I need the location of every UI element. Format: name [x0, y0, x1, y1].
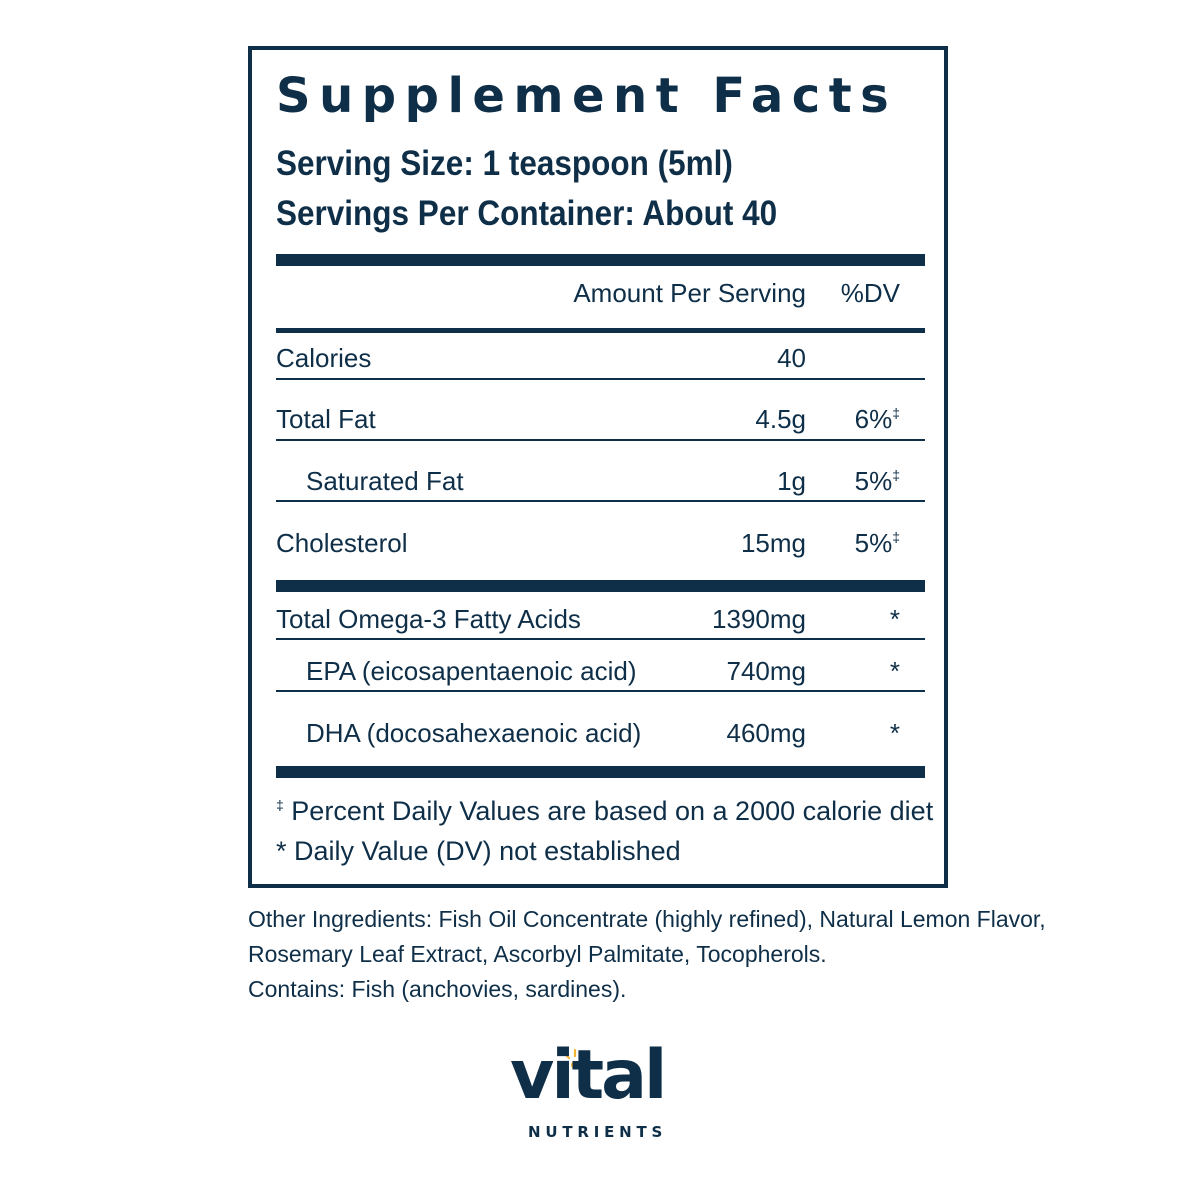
dv-value: 6%	[854, 404, 893, 434]
row-amount-epa: 740mg	[726, 656, 807, 686]
row-dv-dha: *	[889, 718, 900, 748]
servings-per-container: Servings Per Container: About 40	[276, 194, 778, 233]
supplement-facts-panel: Supplement Facts Serving Size: 1 teaspoo…	[248, 46, 948, 888]
divider-thick	[276, 254, 925, 266]
row-label-total-fat: Total Fat	[276, 404, 376, 434]
dv-value: 5%	[854, 528, 893, 558]
brand-subtitle: NUTRIENTS	[528, 1123, 668, 1141]
footnote-daily-values: ‡ Percent Daily Values are based on a 20…	[276, 798, 933, 825]
row-amount-dha: 460mg	[726, 718, 807, 748]
row-amount-omega-3: 1390mg	[712, 604, 806, 634]
sun-icon	[560, 1048, 590, 1068]
serving-size: Serving Size: 1 teaspoon (5ml)	[276, 144, 733, 183]
row-amount-cholesterol: 15mg	[740, 528, 806, 558]
divider-thin	[276, 638, 925, 640]
other-ingredients-line: Other Ingredients: Fish Oil Concentrate …	[248, 906, 1046, 932]
divider-thin	[276, 378, 925, 380]
footnote-daily-values-text: Percent Daily Values are based on a 2000…	[283, 796, 934, 826]
other-ingredients-line: Rosemary Leaf Extract, Ascorbyl Palmitat…	[248, 941, 827, 967]
dagger-mark: ‡	[892, 405, 900, 421]
divider-thin	[276, 500, 925, 502]
other-ingredients: Other Ingredients: Fish Oil Concentrate …	[248, 902, 1046, 1007]
row-dv-omega-3: *	[889, 604, 900, 634]
row-dv-saturated-fat: 5%‡	[855, 468, 900, 494]
contains-allergens: Contains: Fish (anchovies, sardines).	[248, 976, 627, 1002]
column-header-amount: Amount Per Serving	[573, 278, 806, 308]
divider-medium	[276, 328, 925, 333]
row-label-omega-3: Total Omega-3 Fatty Acids	[276, 604, 581, 634]
row-label-calories: Calories	[276, 343, 372, 373]
dagger-mark: ‡	[892, 529, 900, 545]
footnote-dv-not-established: * Daily Value (DV) not established	[276, 836, 681, 866]
dagger-mark: ‡	[276, 797, 284, 813]
divider-thick	[276, 766, 925, 778]
row-amount-total-fat: 4.5g	[755, 404, 806, 434]
dv-value: 5%	[854, 466, 893, 496]
dagger-mark: ‡	[892, 467, 900, 483]
brand-logo: vital NUTRIENTS	[510, 1040, 690, 1150]
panel-title: Supplement Facts	[276, 68, 898, 124]
row-label-dha: DHA (docosahexaenoic acid)	[306, 718, 642, 748]
divider-thin	[276, 690, 925, 692]
row-label-cholesterol: Cholesterol	[276, 528, 408, 558]
brand-wordmark: vital	[510, 1036, 667, 1115]
divider-thin	[276, 439, 925, 441]
row-dv-cholesterol: 5%‡	[855, 530, 900, 556]
column-header-dv: %DV	[840, 278, 900, 308]
divider-thick	[276, 580, 925, 592]
row-label-saturated-fat: Saturated Fat	[306, 466, 464, 496]
row-amount-calories: 40	[777, 343, 806, 373]
row-amount-saturated-fat: 1g	[777, 466, 806, 496]
row-dv-total-fat: 6%‡	[855, 406, 900, 432]
row-label-epa: EPA (eicosapentaenoic acid)	[306, 656, 637, 686]
row-dv-epa: *	[889, 656, 900, 686]
